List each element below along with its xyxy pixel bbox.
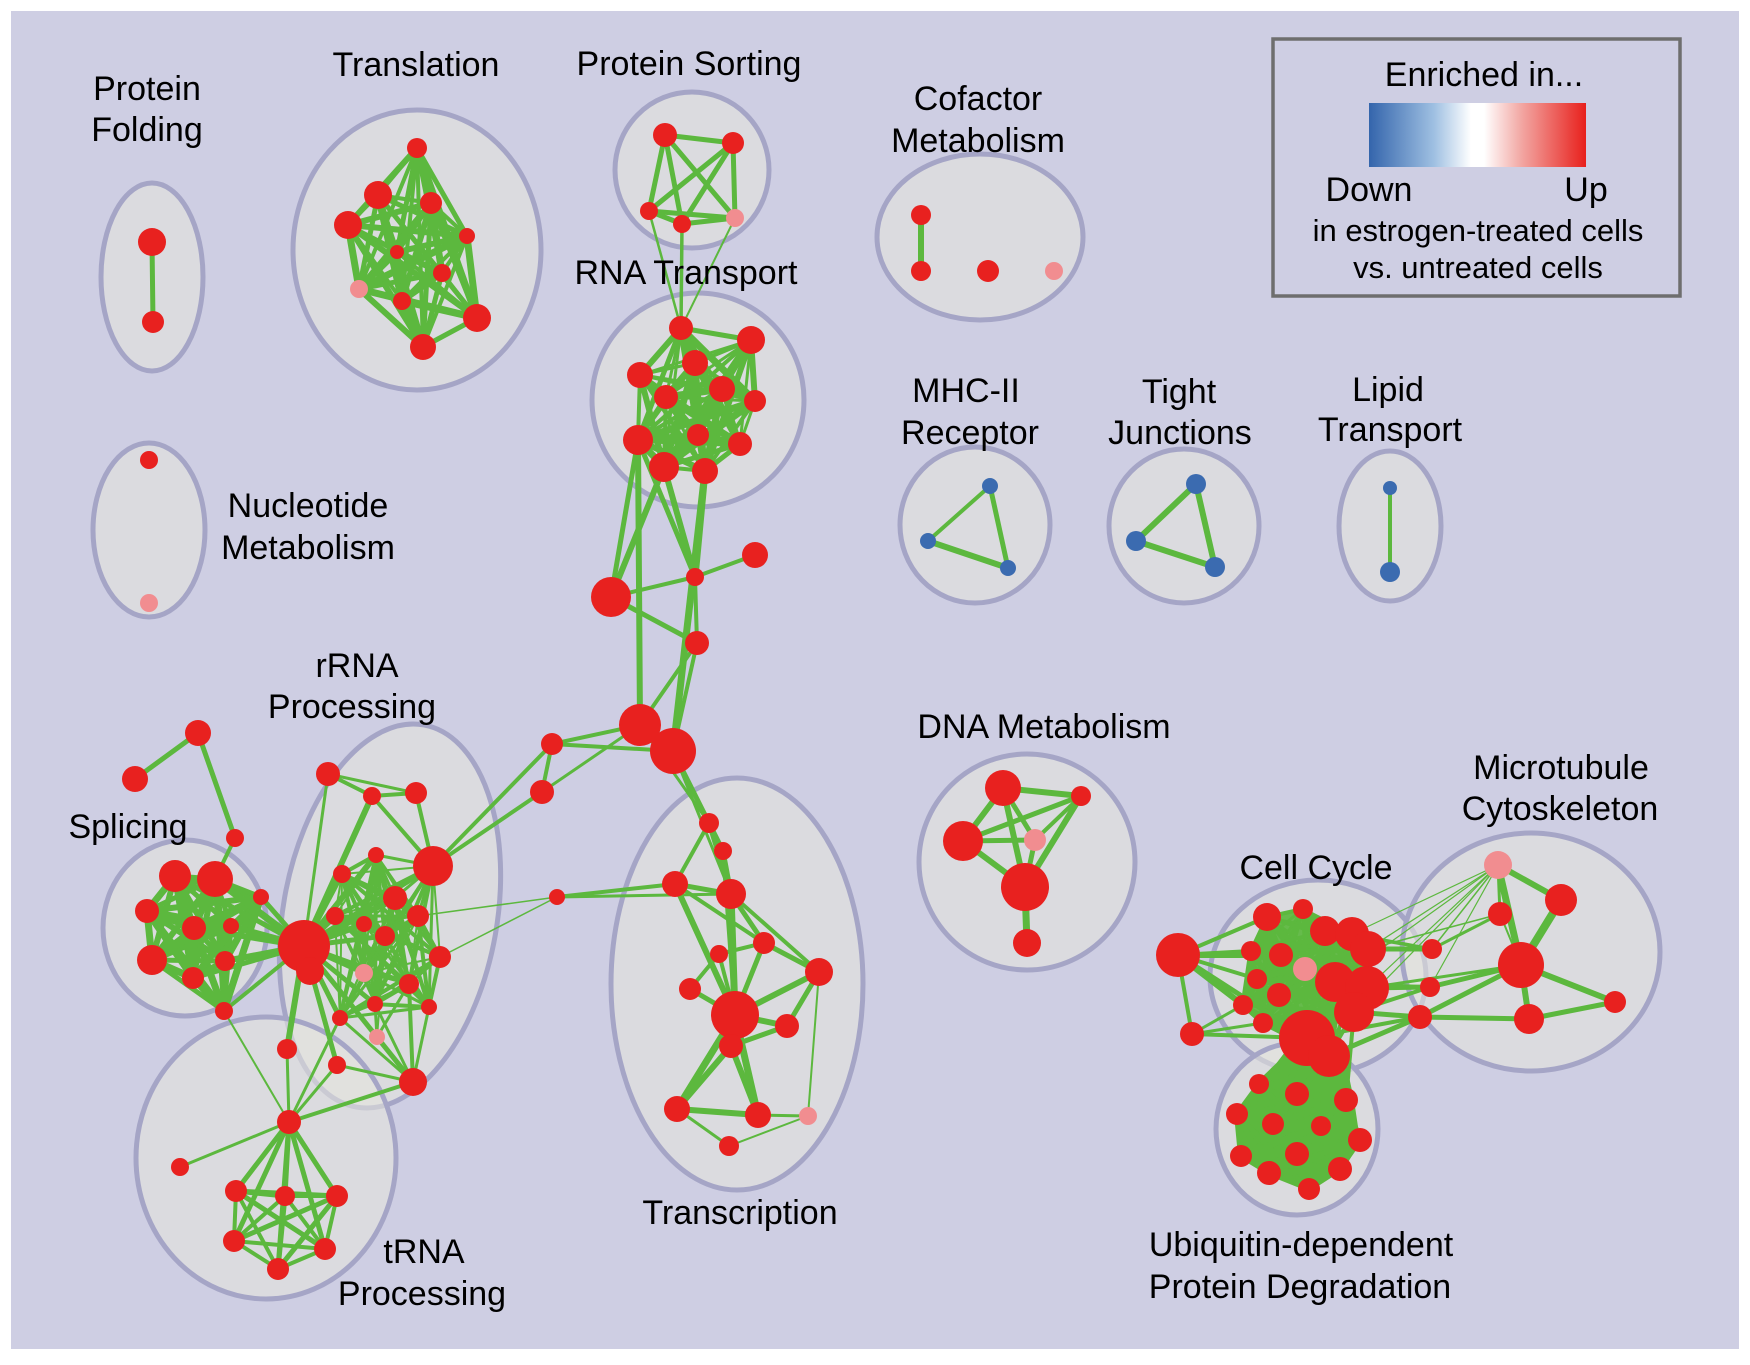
svg-text:Up: Up xyxy=(1564,171,1607,209)
svg-text:Down: Down xyxy=(1326,171,1413,209)
svg-text:Cell Cycle: Cell Cycle xyxy=(1239,849,1392,887)
svg-text:Cytoskeleton: Cytoskeleton xyxy=(1462,790,1659,828)
svg-text:in estrogen-treated cells: in estrogen-treated cells xyxy=(1313,213,1644,248)
svg-text:Transport: Transport xyxy=(1318,411,1463,449)
svg-text:MHC-II: MHC-II xyxy=(912,372,1020,410)
svg-text:Processing: Processing xyxy=(268,688,436,726)
svg-text:Tight: Tight xyxy=(1142,373,1217,411)
svg-text:Processing: Processing xyxy=(338,1275,506,1313)
svg-text:Junctions: Junctions xyxy=(1108,414,1252,452)
svg-text:Transcription: Transcription xyxy=(642,1194,837,1232)
svg-text:Protein: Protein xyxy=(93,70,201,108)
svg-text:Splicing: Splicing xyxy=(68,808,187,846)
svg-text:Protein Degradation: Protein Degradation xyxy=(1149,1268,1451,1306)
svg-text:Folding: Folding xyxy=(91,111,203,149)
svg-text:Lipid: Lipid xyxy=(1352,371,1424,409)
svg-text:DNA Metabolism: DNA Metabolism xyxy=(917,708,1170,746)
svg-text:Nucleotide: Nucleotide xyxy=(228,487,389,525)
svg-text:Ubiquitin-dependent: Ubiquitin-dependent xyxy=(1149,1226,1454,1264)
svg-text:tRNA: tRNA xyxy=(383,1233,465,1271)
svg-text:Microtubule: Microtubule xyxy=(1473,749,1649,787)
svg-text:Enriched in...: Enriched in... xyxy=(1385,56,1583,94)
svg-text:vs. untreated cells: vs. untreated cells xyxy=(1353,250,1603,285)
svg-text:Translation: Translation xyxy=(333,46,500,84)
svg-text:rRNA: rRNA xyxy=(315,647,398,685)
svg-text:RNA Transport: RNA Transport xyxy=(575,254,799,292)
svg-text:Cofactor: Cofactor xyxy=(914,80,1043,118)
svg-text:Metabolism: Metabolism xyxy=(221,529,395,567)
svg-text:Receptor: Receptor xyxy=(901,414,1039,452)
svg-text:Metabolism: Metabolism xyxy=(891,122,1065,160)
svg-text:Protein Sorting: Protein Sorting xyxy=(577,45,802,83)
